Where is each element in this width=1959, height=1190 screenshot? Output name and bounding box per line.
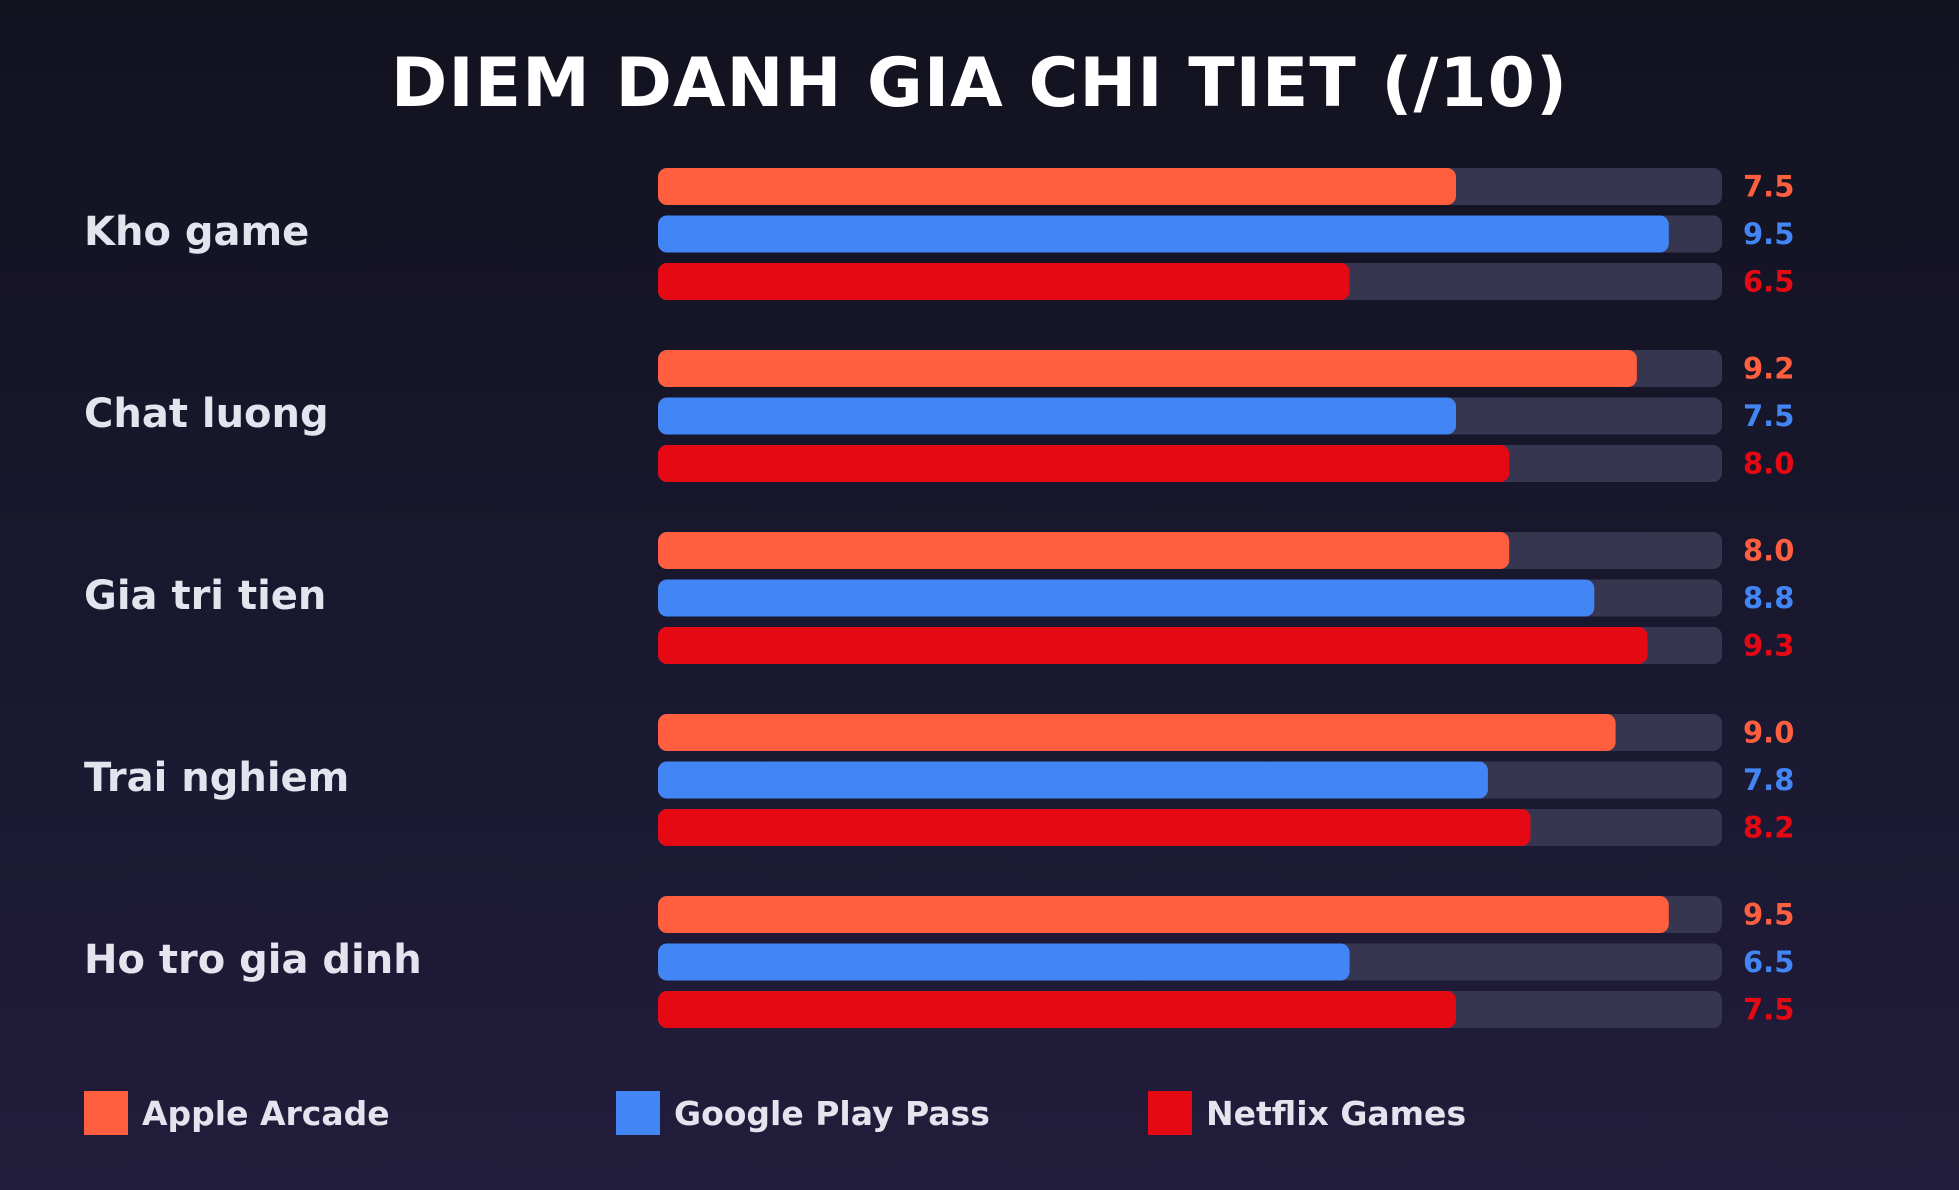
value-label-trai-nghiem-google-play-pass: 7.8	[1743, 763, 1794, 797]
legend-label-netflix-games: Netflix Games	[1206, 1093, 1467, 1133]
legend-item-netflix-games: Netflix Games	[1148, 1090, 1466, 1136]
legend: Apple Arcade Google Play Pass Netflix Ga…	[84, 1090, 1884, 1136]
bar-chat-luong-apple-arcade	[658, 350, 1637, 387]
legend-label-google-play-pass: Google Play Pass	[674, 1093, 990, 1133]
value-label-gia-tri-tien-google-play-pass: 8.8	[1743, 581, 1794, 615]
chart-title: DIEM DANH GIA CHI TIET (/10)	[390, 44, 1569, 123]
value-label-gia-tri-tien-netflix-games: 9.3	[1743, 629, 1794, 663]
value-label-trai-nghiem-netflix-games: 8.2	[1743, 811, 1794, 845]
value-label-chat-luong-apple-arcade: 9.2	[1743, 352, 1794, 386]
value-label-gia-tri-tien-apple-arcade: 8.0	[1743, 534, 1794, 568]
bar-chat-luong-netflix-games	[658, 445, 1510, 482]
category-label-gia-tri-tien: Gia tri tien	[84, 573, 326, 619]
bar-trai-nghiem-google-play-pass	[658, 761, 1488, 799]
legend-swatch-google-play-pass	[616, 1091, 660, 1135]
bar-kho-game-apple-arcade	[658, 168, 1456, 205]
legend-item-google-play-pass: Google Play Pass	[616, 1090, 990, 1136]
bar-kho-game-google-play-pass	[658, 215, 1669, 253]
legend-label-apple-arcade: Apple Arcade	[142, 1093, 390, 1133]
legend-item-apple-arcade: Apple Arcade	[84, 1090, 390, 1136]
bar-gia-tri-tien-netflix-games	[658, 627, 1648, 664]
bar-ho-tro-gia-dinh-apple-arcade	[658, 896, 1669, 933]
legend-swatch-apple-arcade	[84, 1091, 128, 1135]
bar-ho-tro-gia-dinh-netflix-games	[658, 991, 1456, 1028]
value-label-kho-game-netflix-games: 6.5	[1743, 265, 1794, 299]
value-label-chat-luong-google-play-pass: 7.5	[1743, 399, 1794, 433]
bar-trai-nghiem-netflix-games	[658, 809, 1531, 846]
value-label-ho-tro-gia-dinh-apple-arcade: 9.5	[1743, 898, 1794, 932]
bar-trai-nghiem-apple-arcade	[658, 714, 1616, 751]
legend-swatch-netflix-games	[1148, 1091, 1192, 1135]
bar-chat-luong-google-play-pass	[658, 397, 1456, 435]
value-label-kho-game-apple-arcade: 7.5	[1743, 170, 1794, 204]
value-label-kho-game-google-play-pass: 9.5	[1743, 217, 1794, 251]
value-label-chat-luong-netflix-games: 8.0	[1743, 447, 1794, 481]
value-label-ho-tro-gia-dinh-google-play-pass: 6.5	[1743, 945, 1794, 979]
category-label-chat-luong: Chat luong	[84, 391, 329, 437]
category-label-ho-tro-gia-dinh: Ho tro gia dinh	[84, 937, 422, 983]
bar-gia-tri-tien-apple-arcade	[658, 532, 1510, 569]
bar-kho-game-netflix-games	[658, 263, 1350, 300]
value-label-trai-nghiem-apple-arcade: 9.0	[1743, 716, 1794, 750]
category-label-kho-game: Kho game	[84, 209, 309, 255]
value-label-ho-tro-gia-dinh-netflix-games: 7.5	[1743, 993, 1794, 1027]
bar-gia-tri-tien-google-play-pass	[658, 579, 1595, 617]
bar-ho-tro-gia-dinh-google-play-pass	[658, 943, 1350, 981]
category-label-trai-nghiem: Trai nghiem	[84, 755, 349, 801]
